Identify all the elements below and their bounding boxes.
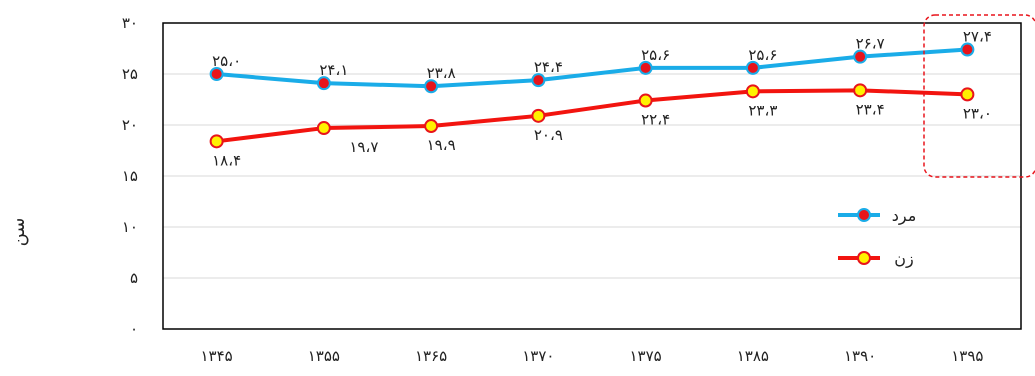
y-tick-label: ۲۵ (122, 65, 138, 83)
x-tick-label: ۱۳۹۰ (844, 347, 876, 365)
legend-marker (857, 251, 871, 265)
y-tick-label: ۱۰ (122, 218, 138, 236)
plot-area (162, 22, 1022, 330)
legend-item-female: زن (838, 249, 914, 269)
data-point (853, 49, 868, 64)
y-tick-label: ۲۰ (122, 116, 138, 134)
y-tick-label: ۱۵ (122, 167, 138, 185)
data-point (745, 60, 760, 75)
x-tick-label: ۱۳۹۵ (951, 347, 983, 365)
y-axis-ticks: ۰ ۵ ۱۰ ۱۵ ۲۰ ۲۵ ۳۰ (122, 14, 138, 338)
data-point (424, 79, 439, 94)
data-point (209, 67, 224, 81)
data-label: ۲۷،۴ (963, 28, 992, 46)
data-label: ۲۵،۰ (212, 52, 241, 70)
y-tick-label: ۵ (130, 269, 138, 287)
data-label: ۱۸،۴ (212, 151, 241, 169)
data-label: ۲۵،۶ (641, 46, 670, 64)
data-label: ۲۴،۴ (534, 58, 563, 76)
data-label: ۱۹،۹ (427, 136, 456, 154)
x-axis-ticks: ۱۳۴۵ ۱۳۵۵ ۱۳۶۵ ۱۳۷۰ ۱۳۷۵ ۱۳۸۵ ۱۳۹۰ ۱۳۹۵ (201, 347, 984, 365)
x-tick-label: ۱۳۴۵ (201, 347, 233, 365)
data-point (853, 83, 868, 98)
data-point (531, 108, 546, 123)
data-point (960, 87, 975, 102)
data-point (316, 76, 331, 91)
series-line (216, 47, 968, 89)
data-label: ۲۴،۱ (319, 61, 348, 79)
data-label: ۲۲،۴ (641, 111, 670, 129)
data-label: ۲۳،۸ (427, 64, 456, 82)
series-layer: ۲۵،۰ ۲۴،۱ ۲۳،۸ ۲۴،۴ ۲۵،۶ ۲۵،۶ ۲۶،۷ ۲۷،۴ ۱۸،۴ ۱۹،۷… (209, 28, 992, 169)
legend: مرد زن (838, 206, 916, 269)
highlight-box (923, 14, 1035, 178)
data-point (638, 93, 653, 108)
data-point (209, 134, 224, 149)
data-point (745, 84, 760, 99)
x-tick-label: ۱۳۸۵ (737, 347, 769, 365)
data-label: ۱۹،۷ (349, 138, 378, 156)
data-label: ۲۳،۳ (748, 101, 777, 119)
data-point (960, 42, 975, 57)
data-label: ۲۳،۴ (856, 100, 885, 118)
legend-marker (857, 208, 871, 222)
x-tick-label: ۱۳۵۵ (308, 347, 340, 365)
data-point (424, 119, 439, 134)
legend-item-male: مرد (838, 206, 916, 226)
legend-label: زن (894, 249, 913, 269)
data-label: ۲۵،۶ (748, 46, 777, 64)
y-tick-label: ۰ (130, 320, 138, 338)
x-tick-label: ۱۳۷۵ (630, 347, 662, 365)
data-point (638, 60, 653, 75)
data-label: ۲۶،۷ (856, 35, 885, 53)
x-tick-label: ۱۳۷۰ (522, 347, 554, 365)
series-0: ۲۵،۰ ۲۴،۱ ۲۳،۸ ۲۴،۴ ۲۵،۶ ۲۵،۶ ۲۶،۷ ۲۷،۴ (209, 28, 992, 94)
series-line (216, 88, 968, 144)
y-axis-label: سن (8, 218, 29, 247)
data-label: ۲۳،۰ (963, 104, 992, 122)
y-tick-label: ۳۰ (122, 14, 138, 32)
x-tick-label: ۱۳۶۵ (415, 347, 447, 365)
legend-label: مرد (892, 206, 917, 226)
data-point (316, 121, 331, 136)
data-label: ۲۰،۹ (534, 126, 563, 144)
gridlines (163, 73, 1021, 279)
series-1: ۱۸،۴ ۱۹،۷ ۱۹،۹ ۲۰،۹ ۲۲،۴ ۲۳،۳ ۲۳،۴ ۲۳،۰ (209, 83, 992, 169)
data-point (531, 73, 546, 88)
